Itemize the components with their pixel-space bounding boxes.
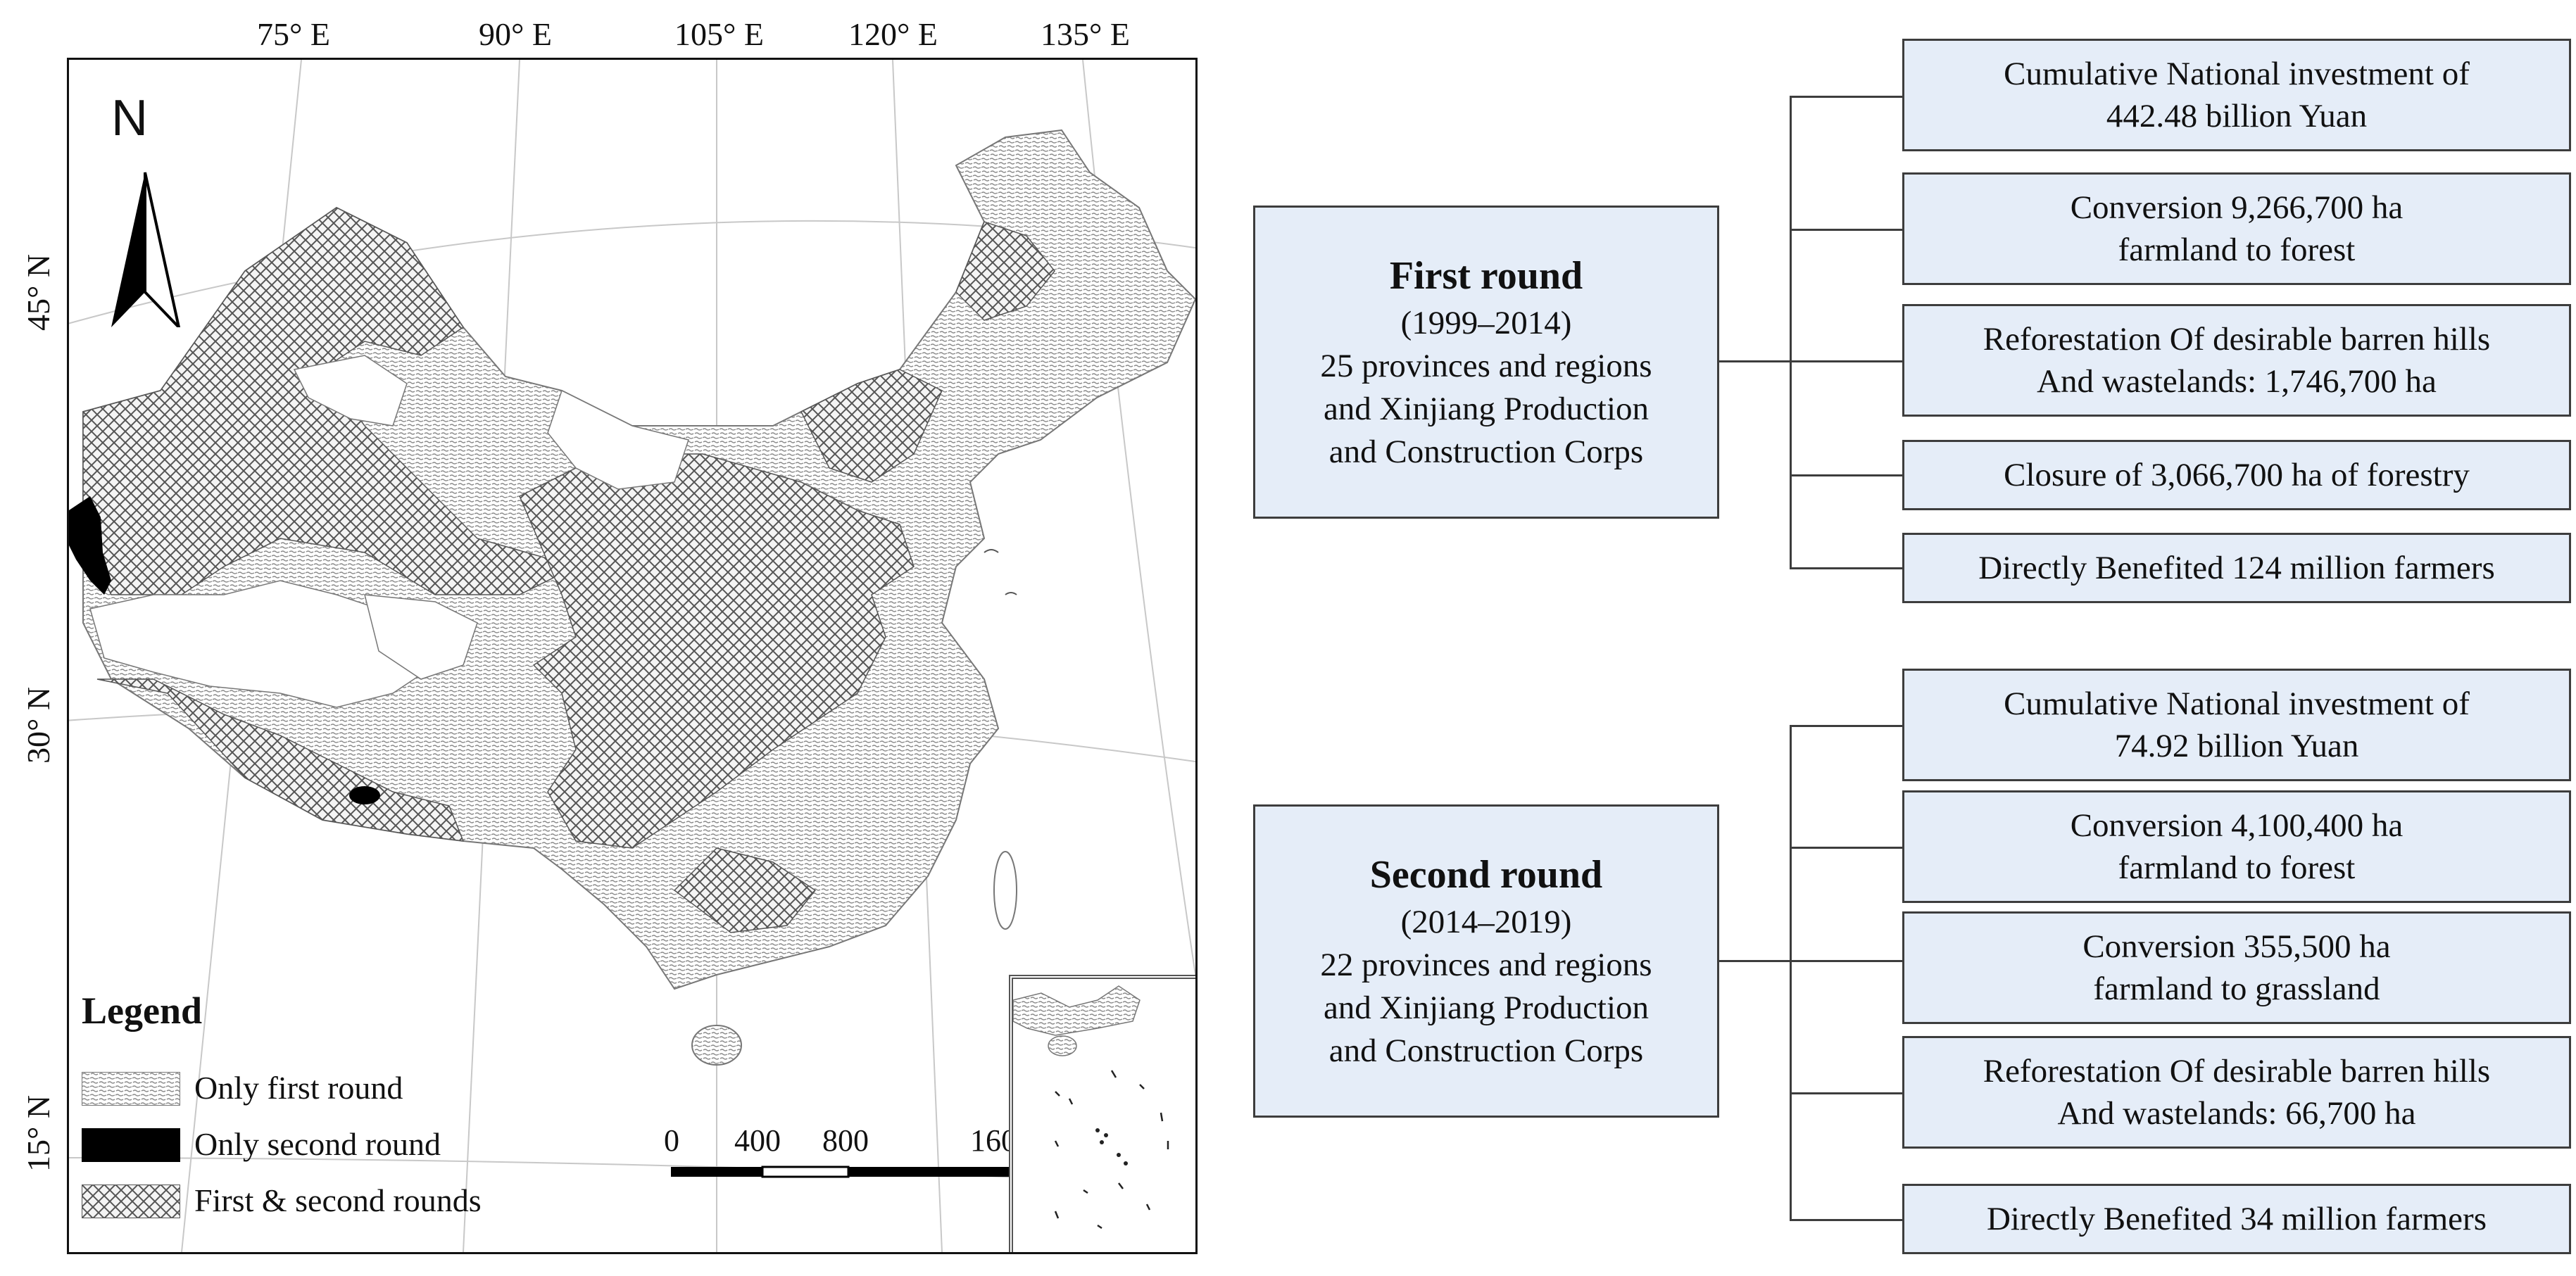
detail-text: farmland to forest: [2118, 232, 2356, 268]
latitude-label-15n: 15° N: [20, 1094, 56, 1172]
detail-text: And wastelands: 1,746,700 ha: [2037, 363, 2437, 400]
detail-text: 442.48 billion Yuan: [2106, 98, 2368, 134]
second-round-detail-farmers: Directly Benefited 34 million farmers: [1902, 1184, 2571, 1254]
detail-text: Conversion 9,266,700 ha: [2070, 189, 2404, 226]
second-round-title: Second round: [1369, 852, 1603, 897]
second-round-detail-reforestation: Reforestation Of desirable barren hills …: [1902, 1036, 2571, 1149]
detail-text: Reforestation Of desirable barren hills: [1983, 1052, 2491, 1089]
first-round-detail-investment: Cumulative National investment of 442.48…: [1902, 39, 2571, 151]
latitude-label-30n: 30° N: [20, 686, 56, 764]
first-round-detail-reforestation: Reforestation Of desirable barren hills …: [1902, 304, 2571, 417]
north-label: N: [111, 90, 148, 146]
scale-tick-400: 400: [734, 1123, 781, 1158]
solid-black-swatch: [82, 1128, 180, 1162]
connector: [1719, 360, 1790, 362]
connector: [1790, 360, 1902, 362]
connector: [1719, 960, 1790, 962]
non-program-areas: [89, 355, 689, 708]
second-round-box: Second round (2014–2019) 22 provinces an…: [1253, 804, 1719, 1118]
first-round-scope-3: and Construction Corps: [1328, 433, 1644, 470]
first-round-scope-1: 25 provinces and regions: [1320, 347, 1652, 384]
detail-text: Conversion 4,100,400 ha: [2070, 807, 2404, 844]
south-china-sea-inset: [1009, 975, 1195, 1252]
longitude-label-90e: 90° E: [479, 16, 552, 52]
second-round-period: (2014–2019): [1400, 903, 1572, 940]
north-arrow-icon: N: [97, 90, 196, 327]
map-panel: 75° E 90° E 105° E 120° E 135° E 45° N 3…: [0, 0, 1253, 1276]
detail-text: Cumulative National investment of: [2004, 685, 2470, 722]
first-round-title: First round: [1389, 253, 1583, 298]
latitude-label-45n: 45° N: [20, 253, 56, 331]
detail-text: farmland to grassland: [2093, 971, 2380, 1007]
scale-bar: 0 400 800 1600 km: [590, 1123, 1083, 1207]
legend-item-first-and-second-rounds: First & second rounds: [82, 1179, 617, 1228]
connector: [1790, 960, 1902, 962]
second-round-scope-1: 22 provinces and regions: [1320, 946, 1652, 983]
longitude-label-120e: 120° E: [848, 16, 938, 52]
detail-text: Directly Benefited 34 million farmers: [1986, 1200, 2487, 1237]
scale-tick-0: 0: [664, 1123, 679, 1158]
connector: [1790, 1092, 1902, 1094]
detail-text: Directly Benefited 124 million farmers: [1978, 549, 2495, 586]
legend-label: Only second round: [194, 1126, 441, 1162]
connector: [1790, 96, 1902, 98]
connector: [1790, 96, 1792, 567]
connector: [1790, 1219, 1902, 1221]
longitude-label-75e: 75° E: [257, 16, 330, 52]
detail-text: 74.92 billion Yuan: [2114, 728, 2359, 764]
second-round-detail-forest-conversion: Conversion 4,100,400 ha farmland to fore…: [1902, 790, 2571, 903]
only-second-round-region: [69, 496, 380, 804]
detail-text: farmland to forest: [2118, 849, 2356, 886]
dot-pattern-swatch: [82, 1072, 180, 1106]
detail-text: Reforestation Of desirable barren hills: [1983, 320, 2491, 358]
connector: [1790, 229, 1902, 231]
detail-text: And wastelands: 66,700 ha: [2057, 1095, 2416, 1132]
scale-tick-800: 800: [822, 1123, 869, 1158]
first-round-detail-closure: Closure of 3,066,700 ha of forestry: [1902, 440, 2571, 510]
legend-item-only-first-round: Only first round: [82, 1066, 617, 1116]
longitude-label-135e: 135° E: [1041, 16, 1130, 52]
connector: [1790, 725, 1792, 1219]
first-round-box: First round (1999–2014) 25 provinces and…: [1253, 206, 1719, 519]
inset-map: [1012, 985, 1169, 1230]
connector: [1790, 847, 1902, 849]
detail-text: Conversion 355,500 ha: [2082, 928, 2391, 965]
scale-bar-graphic: [671, 1166, 1020, 1178]
longitude-label-105e: 105° E: [674, 16, 764, 52]
detail-text: Cumulative National investment of: [2004, 55, 2470, 92]
map-legend: Legend Only first round Only second roun…: [82, 989, 617, 1249]
legend-label: First & second rounds: [194, 1182, 482, 1218]
china-map: [69, 60, 1195, 1252]
connector: [1790, 474, 1902, 476]
detail-text: Closure of 3,066,700 ha of forestry: [2004, 456, 2470, 493]
legend-label: Only first round: [194, 1070, 403, 1106]
second-round-scope-2: and Xinjiang Production: [1323, 989, 1650, 1026]
crosshatch-swatch: [82, 1185, 180, 1218]
program-flow-diagram: First round (1999–2014) 25 provinces and…: [1253, 0, 2576, 1276]
map-frame: N Legend Only first round Only second ro…: [67, 58, 1198, 1254]
second-round-detail-investment: Cumulative National investment of 74.92 …: [1902, 669, 2571, 781]
first-round-detail-forest-conversion: Conversion 9,266,700 ha farmland to fore…: [1902, 172, 2571, 285]
second-round-detail-grassland-conversion: Conversion 355,500 ha farmland to grassl…: [1902, 911, 2571, 1024]
connector: [1790, 567, 1902, 569]
first-round-scope-2: and Xinjiang Production: [1323, 390, 1650, 427]
first-round-period: (1999–2014): [1400, 304, 1572, 341]
connector: [1790, 725, 1902, 727]
legend-item-only-second-round: Only second round: [82, 1123, 617, 1172]
legend-title: Legend: [82, 990, 203, 1032]
second-round-scope-3: and Construction Corps: [1328, 1032, 1644, 1069]
first-round-detail-farmers: Directly Benefited 124 million farmers: [1902, 533, 2571, 603]
